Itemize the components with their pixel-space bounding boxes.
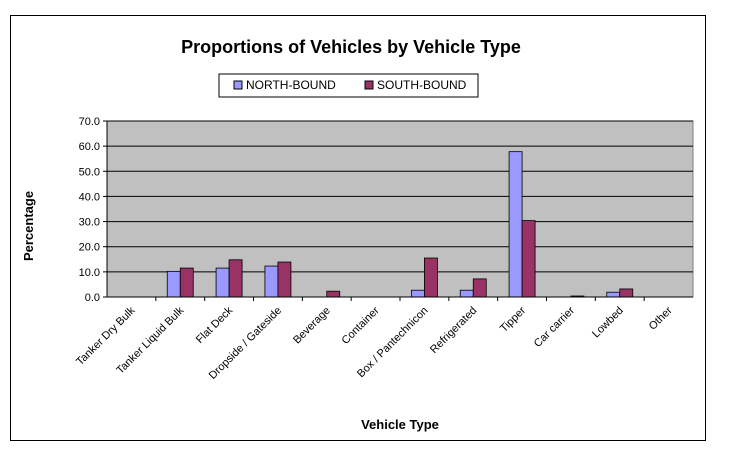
y-tick-label: 0.0	[85, 292, 100, 304]
legend-swatch-north-bound	[233, 80, 243, 90]
chart-title: Proportions of Vehicles by Vehicle Type	[181, 37, 521, 57]
category-label: Flat Deck	[194, 304, 236, 346]
legend: NORTH-BOUND SOUTH-BOUND	[218, 73, 479, 98]
category-label: Lowbed	[590, 305, 626, 341]
bar-south-bound-6	[424, 257, 438, 298]
y-tick-label: 20.0	[79, 242, 100, 254]
y-tick-labels: 0.0 10.0 20.0 30.0 40.0 50.0 60.0 70.0	[79, 116, 100, 304]
category-label: Beverage	[291, 305, 333, 347]
bar-south-bound-1	[179, 267, 194, 298]
bar-north-bound-3	[264, 265, 279, 298]
y-tick-label: 60.0	[79, 141, 100, 153]
y-tick-label: 70.0	[79, 116, 100, 128]
bar-north-bound-2	[215, 267, 230, 298]
plot-area	[103, 120, 694, 301]
bar-north-bound-6	[411, 289, 425, 298]
chart-svg: Proportions of Vehicles by Vehicle Type …	[21, 37, 694, 432]
legend-label-north-bound: NORTH-BOUND	[246, 78, 336, 92]
bar-north-bound-7	[459, 289, 474, 298]
category-label: Container	[339, 304, 381, 346]
bar-south-bound-2	[228, 259, 243, 298]
bar-north-bound-8	[508, 151, 523, 298]
y-axis-title: Percentage	[21, 191, 36, 261]
plot-background	[106, 120, 694, 298]
bar-south-bound-4	[326, 290, 341, 298]
category-label: Refrigerated	[428, 305, 479, 356]
category-label: Car carrier	[532, 304, 577, 349]
y-tick-label: 40.0	[79, 191, 100, 203]
bar-south-bound-7	[472, 278, 487, 298]
x-axis-title: Vehicle Type	[361, 417, 439, 432]
bar-south-bound-3	[277, 261, 292, 298]
chart-frame: Proportions of Vehicles by Vehicle Type …	[10, 15, 706, 441]
y-tick-label: 30.0	[79, 217, 100, 229]
category-label: Other	[647, 304, 675, 332]
y-tick-label: 50.0	[79, 166, 100, 178]
bar-south-bound-10	[619, 288, 634, 298]
bar-north-bound-1	[166, 270, 181, 298]
category-label: Tipper	[498, 304, 528, 334]
legend-label-south-bound: SOUTH-BOUND	[377, 78, 467, 92]
y-tick-label: 10.0	[79, 267, 100, 279]
bar-north-bound-10	[606, 291, 621, 298]
bar-south-bound-8	[521, 220, 536, 298]
legend-box	[218, 73, 479, 98]
legend-swatch-south-bound	[364, 80, 374, 90]
